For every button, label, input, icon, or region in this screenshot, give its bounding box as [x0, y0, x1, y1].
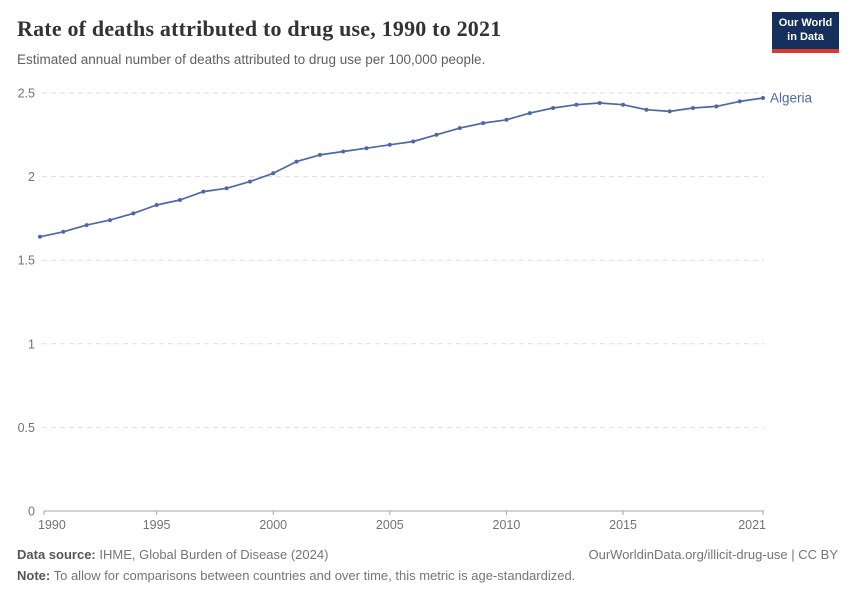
data-point[interactable]: [761, 96, 765, 100]
y-tick-label: 1.5: [18, 254, 35, 268]
data-point[interactable]: [294, 159, 299, 164]
y-tick-label: 0.5: [18, 421, 35, 435]
data-point[interactable]: [177, 198, 182, 202]
data-point[interactable]: [411, 139, 416, 144]
note-label: Note:: [17, 568, 51, 584]
data-point[interactable]: [574, 102, 579, 107]
owid-logo-line1: Our World: [778, 17, 833, 29]
data-point[interactable]: [387, 142, 392, 147]
data-point[interactable]: [154, 203, 159, 207]
data-point[interactable]: [691, 106, 695, 110]
data-point[interactable]: [224, 186, 229, 191]
data-point[interactable]: [667, 109, 672, 114]
data-source-label: Data source:: [17, 547, 96, 562]
data-point[interactable]: [597, 101, 602, 105]
note-value: To allow for comparisons between countri…: [53, 568, 576, 584]
data-source-value: IHME, Global Burden of Disease (2024): [99, 547, 329, 562]
data-point[interactable]: [434, 132, 439, 137]
data-point[interactable]: [714, 104, 719, 109]
data-point[interactable]: [551, 106, 556, 110]
entity-label[interactable]: Algeria: [770, 91, 813, 106]
data-point[interactable]: [341, 149, 346, 154]
owid-logo[interactable]: Our World in Data: [772, 12, 839, 53]
data-source: Data source: IHME, Global Burden of Dise…: [17, 544, 328, 565]
data-point[interactable]: [737, 99, 742, 104]
y-tick-label: 2: [28, 170, 35, 184]
footer-note: Note: To allow for comparisons between c…: [17, 565, 838, 586]
chart-subtitle: Estimated annual number of deaths attrib…: [17, 52, 486, 68]
x-tick-label: 2000: [259, 518, 287, 532]
data-point[interactable]: [481, 121, 486, 126]
owid-logo-line2: in Data: [787, 30, 824, 43]
y-tick-label: 2.5: [18, 87, 35, 101]
x-tick-label: 2010: [493, 518, 521, 532]
x-tick-label: 1990: [38, 518, 66, 532]
trend-line[interactable]: [39, 97, 764, 238]
license-link[interactable]: OurWorldinData.org/illicit-drug-use | CC…: [588, 547, 839, 562]
data-point[interactable]: [84, 223, 89, 228]
y-tick-label: 1: [28, 337, 35, 351]
data-point[interactable]: [247, 179, 252, 184]
x-tick-label: 1995: [143, 518, 171, 532]
data-point[interactable]: [457, 126, 462, 131]
data-point[interactable]: [364, 146, 369, 151]
data-point[interactable]: [621, 102, 626, 107]
chart-title: Rate of deaths attributed to drug use, 1…: [17, 16, 502, 41]
data-point[interactable]: [271, 171, 276, 176]
data-point[interactable]: [504, 117, 509, 122]
data-point[interactable]: [108, 218, 112, 223]
data-point[interactable]: [317, 152, 322, 157]
x-tick-label: 2015: [609, 518, 637, 532]
x-tick-label: 2021: [738, 518, 766, 532]
data-point[interactable]: [201, 189, 206, 194]
data-point[interactable]: [131, 211, 136, 216]
x-tick-label: 2005: [376, 518, 404, 532]
data-point[interactable]: [644, 107, 649, 112]
title-block: Rate of deaths attributed to drug use, 1…: [17, 16, 839, 69]
data-point[interactable]: [38, 234, 42, 239]
chart-header: Rate of deaths attributed to drug use, 1…: [0, 0, 850, 69]
chart-footer: Data source: IHME, Global Burden of Dise…: [17, 544, 838, 586]
footer-row: Data source: IHME, Global Burden of Dise…: [17, 544, 838, 565]
data-point[interactable]: [527, 111, 532, 116]
data-point[interactable]: [61, 229, 66, 234]
y-tick-label: 0: [28, 505, 35, 519]
